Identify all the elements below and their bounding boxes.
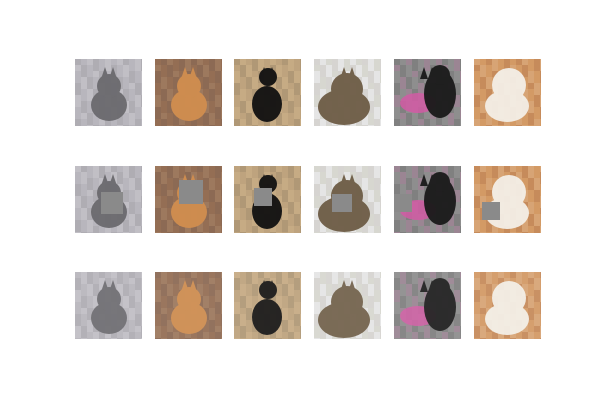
reconstructed-image-black-cat (234, 272, 301, 339)
original-tile-tabby-cat (314, 59, 381, 126)
masked-tile-black-cat (234, 166, 301, 233)
original-tile-puppy (474, 59, 541, 126)
original-image-black-cat (234, 59, 301, 126)
original-image-puppy (474, 59, 541, 126)
mask-patch-orange-cat (179, 180, 203, 204)
reconstructed-image-orange-cat (155, 272, 222, 339)
original-image-tabby-cat (314, 59, 381, 126)
reconstructed-tile-orange-cat (155, 272, 222, 339)
original-image-cat-with-bowl (394, 59, 461, 126)
masked-tile-puppy (474, 166, 541, 233)
mask-patch-puppy (482, 202, 500, 220)
original-image-gray-cat (75, 59, 142, 126)
original-tile-cat-with-bowl (394, 59, 461, 126)
masked-image-orange-cat (155, 166, 222, 233)
masked-image-black-cat (234, 166, 301, 233)
original-tile-orange-cat (155, 59, 222, 126)
mask-patch-gray-cat (101, 192, 123, 214)
reconstructed-tile-tabby-cat (314, 272, 381, 339)
masked-tile-cat-with-bowl (394, 166, 461, 233)
mask-patch-cat-with-bowl (394, 194, 412, 212)
mask-patch-tabby-cat (332, 194, 352, 212)
reconstructed-image-cat-with-bowl (394, 272, 461, 339)
reconstructed-tile-gray-cat (75, 272, 142, 339)
original-tile-gray-cat (75, 59, 142, 126)
masked-image-puppy (474, 166, 541, 233)
masked-tile-orange-cat (155, 166, 222, 233)
reconstructed-tile-cat-with-bowl (394, 272, 461, 339)
mask-patch-black-cat (254, 188, 272, 206)
reconstructed-tile-black-cat (234, 272, 301, 339)
original-tile-black-cat (234, 59, 301, 126)
reconstructed-tile-puppy (474, 272, 541, 339)
original-image-orange-cat (155, 59, 222, 126)
reconstructed-image-puppy (474, 272, 541, 339)
reconstructed-image-tabby-cat (314, 272, 381, 339)
masked-tile-tabby-cat (314, 166, 381, 233)
reconstructed-image-gray-cat (75, 272, 142, 339)
masked-tile-gray-cat (75, 166, 142, 233)
